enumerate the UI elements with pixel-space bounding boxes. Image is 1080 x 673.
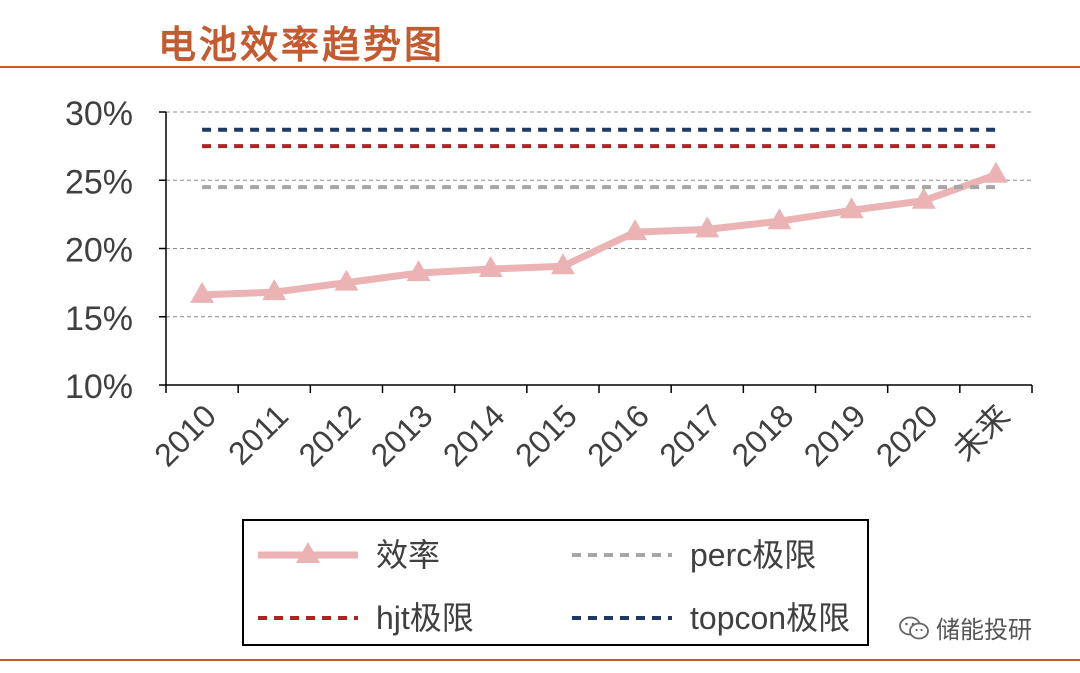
- series-line-0: [201, 171, 998, 299]
- data-point-marker: [623, 219, 648, 241]
- y-tick-label: 10%: [65, 368, 133, 406]
- series-layer: [190, 127, 1008, 303]
- data-point-marker: [767, 208, 792, 230]
- x-tick-label: 2016: [580, 397, 656, 473]
- legend-box: [242, 519, 869, 646]
- data-point-marker: [190, 281, 215, 303]
- footer-rule: [0, 659, 1080, 661]
- legend: 效率 perc极限 hjt极限 topcon极限: [242, 519, 869, 646]
- data-point-marker: [695, 216, 720, 238]
- x-tick-label: 2011: [221, 397, 295, 471]
- page-title: 电池效率趋势图: [158, 23, 446, 67]
- title-underline: [0, 66, 1080, 68]
- y-tick-label: 20%: [65, 232, 133, 270]
- data-point-marker: [983, 161, 1008, 183]
- axis-layer: 10%15%20%25%30%2010201120122013201420152…: [65, 95, 1033, 473]
- legend-label: perc极限: [690, 537, 816, 573]
- x-tick-label: 2019: [797, 397, 873, 473]
- data-point-marker: [911, 187, 936, 209]
- x-tick-label: 2015: [508, 397, 584, 473]
- y-tick-label: 25%: [65, 163, 133, 201]
- y-tick-label: 15%: [65, 300, 133, 338]
- x-tick-label: 2013: [364, 397, 440, 473]
- legend-label: 效率: [376, 537, 440, 573]
- y-tick-label: 30%: [65, 95, 133, 133]
- watermark: 储能投研: [898, 610, 1032, 645]
- watermark-text: 储能投研: [936, 616, 1032, 644]
- legend-label: topcon极限: [690, 600, 850, 636]
- x-tick-label: 未来: [946, 397, 1017, 468]
- data-point-marker: [478, 255, 503, 277]
- grid-layer: [166, 111, 1032, 318]
- legend-marker: [296, 542, 320, 563]
- x-tick-label: 2020: [869, 397, 945, 473]
- x-tick-label: 2018: [725, 397, 801, 473]
- x-tick-label: 2014: [436, 397, 512, 473]
- x-tick-label: 2010: [147, 397, 223, 473]
- data-point-marker: [334, 269, 359, 291]
- data-point-marker: [406, 260, 431, 282]
- x-tick-label: 2012: [292, 397, 368, 473]
- wechat-icon: [899, 616, 929, 639]
- data-point-marker: [262, 279, 287, 301]
- legend-label: hjt极限: [376, 600, 474, 636]
- data-point-marker: [550, 253, 575, 275]
- x-tick-label: 2017: [652, 397, 728, 473]
- data-point-marker: [839, 197, 864, 219]
